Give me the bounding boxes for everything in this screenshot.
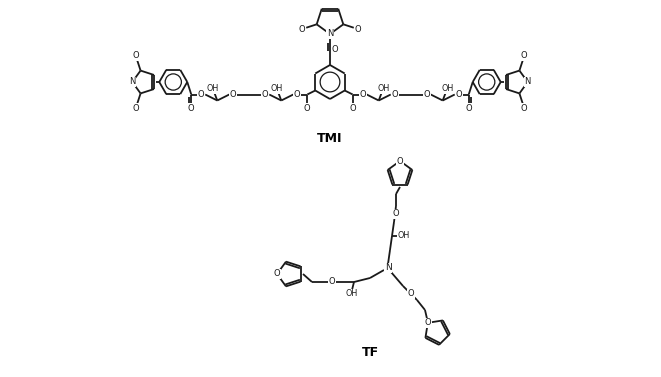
- Text: O: O: [132, 104, 139, 113]
- Text: TMI: TMI: [317, 132, 343, 144]
- Text: O: O: [391, 90, 398, 99]
- Text: O: O: [294, 90, 301, 99]
- Text: O: O: [424, 318, 431, 327]
- Text: O: O: [408, 290, 414, 299]
- Text: TF: TF: [362, 345, 379, 359]
- Text: O: O: [230, 90, 237, 99]
- Text: O: O: [350, 104, 356, 113]
- Text: O: O: [299, 25, 305, 34]
- Text: N: N: [327, 29, 333, 38]
- Text: O: O: [465, 104, 472, 113]
- Text: OH: OH: [206, 84, 218, 93]
- Text: O: O: [329, 277, 335, 287]
- Text: OH: OH: [377, 84, 390, 93]
- Text: O: O: [355, 25, 362, 34]
- Text: O: O: [360, 90, 366, 99]
- Text: O: O: [262, 90, 268, 99]
- Text: O: O: [274, 270, 280, 279]
- Text: O: O: [198, 90, 205, 99]
- Text: N: N: [385, 264, 391, 273]
- Text: O: O: [397, 156, 403, 166]
- Text: O: O: [521, 51, 527, 60]
- Text: O: O: [304, 104, 311, 113]
- Text: N: N: [129, 78, 136, 86]
- Text: O: O: [393, 210, 399, 219]
- Text: N: N: [525, 78, 531, 86]
- Text: O: O: [332, 44, 338, 54]
- Text: O: O: [132, 51, 139, 60]
- Text: OH: OH: [346, 290, 358, 299]
- Text: O: O: [521, 104, 527, 113]
- Text: OH: OH: [442, 84, 454, 93]
- Text: O: O: [424, 90, 430, 99]
- Text: OH: OH: [270, 84, 282, 93]
- Text: OH: OH: [398, 231, 410, 241]
- Text: O: O: [188, 104, 194, 113]
- Text: O: O: [455, 90, 462, 99]
